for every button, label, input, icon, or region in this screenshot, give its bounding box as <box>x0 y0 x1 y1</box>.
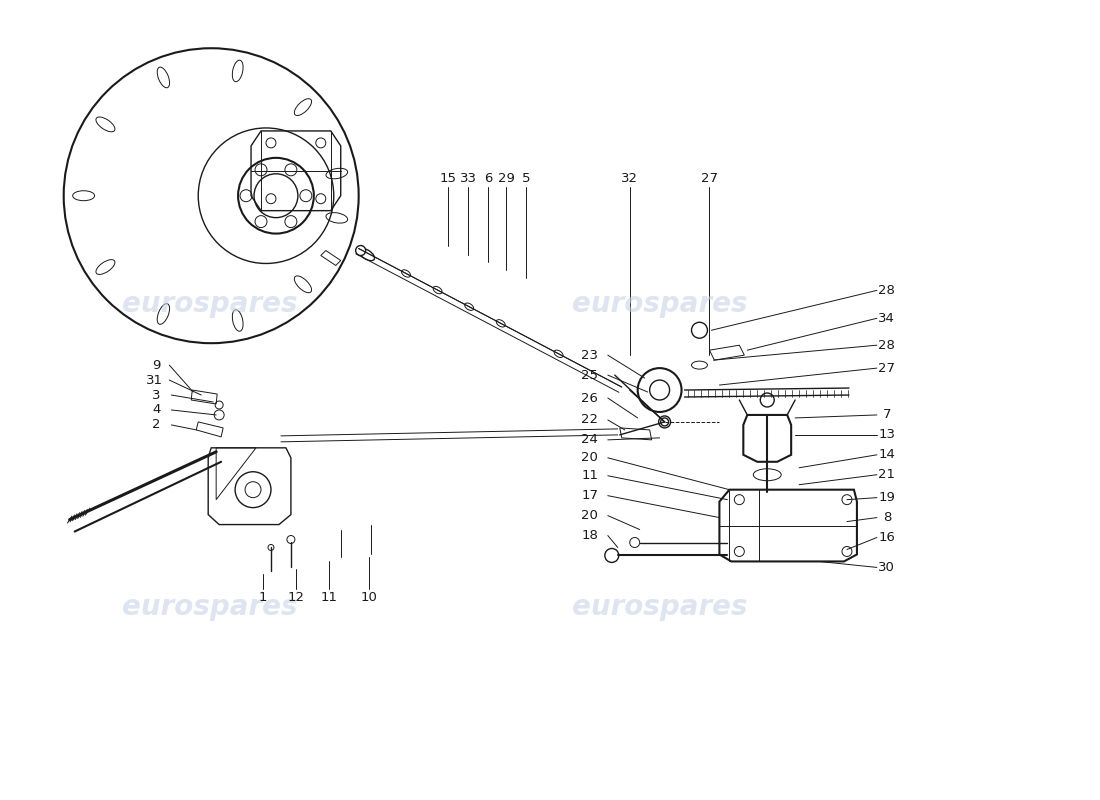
Circle shape <box>355 246 365 255</box>
Text: 10: 10 <box>360 591 377 604</box>
Text: 20: 20 <box>582 451 598 464</box>
Text: 12: 12 <box>287 591 305 604</box>
Text: 11: 11 <box>582 470 598 482</box>
Text: 11: 11 <box>320 591 338 604</box>
Text: 15: 15 <box>440 172 456 186</box>
Text: 5: 5 <box>521 172 530 186</box>
Text: 4: 4 <box>152 403 161 417</box>
Text: 6: 6 <box>484 172 493 186</box>
Text: 29: 29 <box>497 172 515 186</box>
Text: 23: 23 <box>582 349 598 362</box>
Text: 20: 20 <box>582 509 598 522</box>
Circle shape <box>659 416 671 428</box>
Text: 25: 25 <box>582 369 598 382</box>
Text: 22: 22 <box>582 414 598 426</box>
Text: 34: 34 <box>879 312 895 325</box>
Text: 24: 24 <box>582 434 598 446</box>
Text: eurospares: eurospares <box>122 594 298 622</box>
Text: 19: 19 <box>879 491 895 504</box>
Text: 7: 7 <box>882 409 891 422</box>
Circle shape <box>629 538 640 547</box>
Text: eurospares: eurospares <box>122 290 298 318</box>
Text: 3: 3 <box>152 389 161 402</box>
Text: 16: 16 <box>879 531 895 544</box>
Circle shape <box>605 549 619 562</box>
Text: 30: 30 <box>879 561 895 574</box>
Text: 13: 13 <box>878 428 895 442</box>
Text: 32: 32 <box>621 172 638 186</box>
Text: 27: 27 <box>701 172 718 186</box>
Text: 17: 17 <box>582 489 598 502</box>
Text: 27: 27 <box>878 362 895 374</box>
Circle shape <box>661 418 669 426</box>
Text: 1: 1 <box>258 591 267 604</box>
Text: 21: 21 <box>878 468 895 482</box>
Text: 8: 8 <box>882 511 891 524</box>
Text: 14: 14 <box>879 448 895 462</box>
Text: 26: 26 <box>582 391 598 405</box>
Text: 2: 2 <box>152 418 161 431</box>
Circle shape <box>760 393 774 407</box>
Text: 9: 9 <box>152 358 161 372</box>
Text: eurospares: eurospares <box>572 594 747 622</box>
Ellipse shape <box>359 248 374 261</box>
Text: 28: 28 <box>879 284 895 297</box>
Text: 18: 18 <box>582 529 598 542</box>
Text: 33: 33 <box>460 172 476 186</box>
Text: 31: 31 <box>146 374 163 386</box>
Text: 28: 28 <box>879 338 895 352</box>
Text: eurospares: eurospares <box>572 290 747 318</box>
